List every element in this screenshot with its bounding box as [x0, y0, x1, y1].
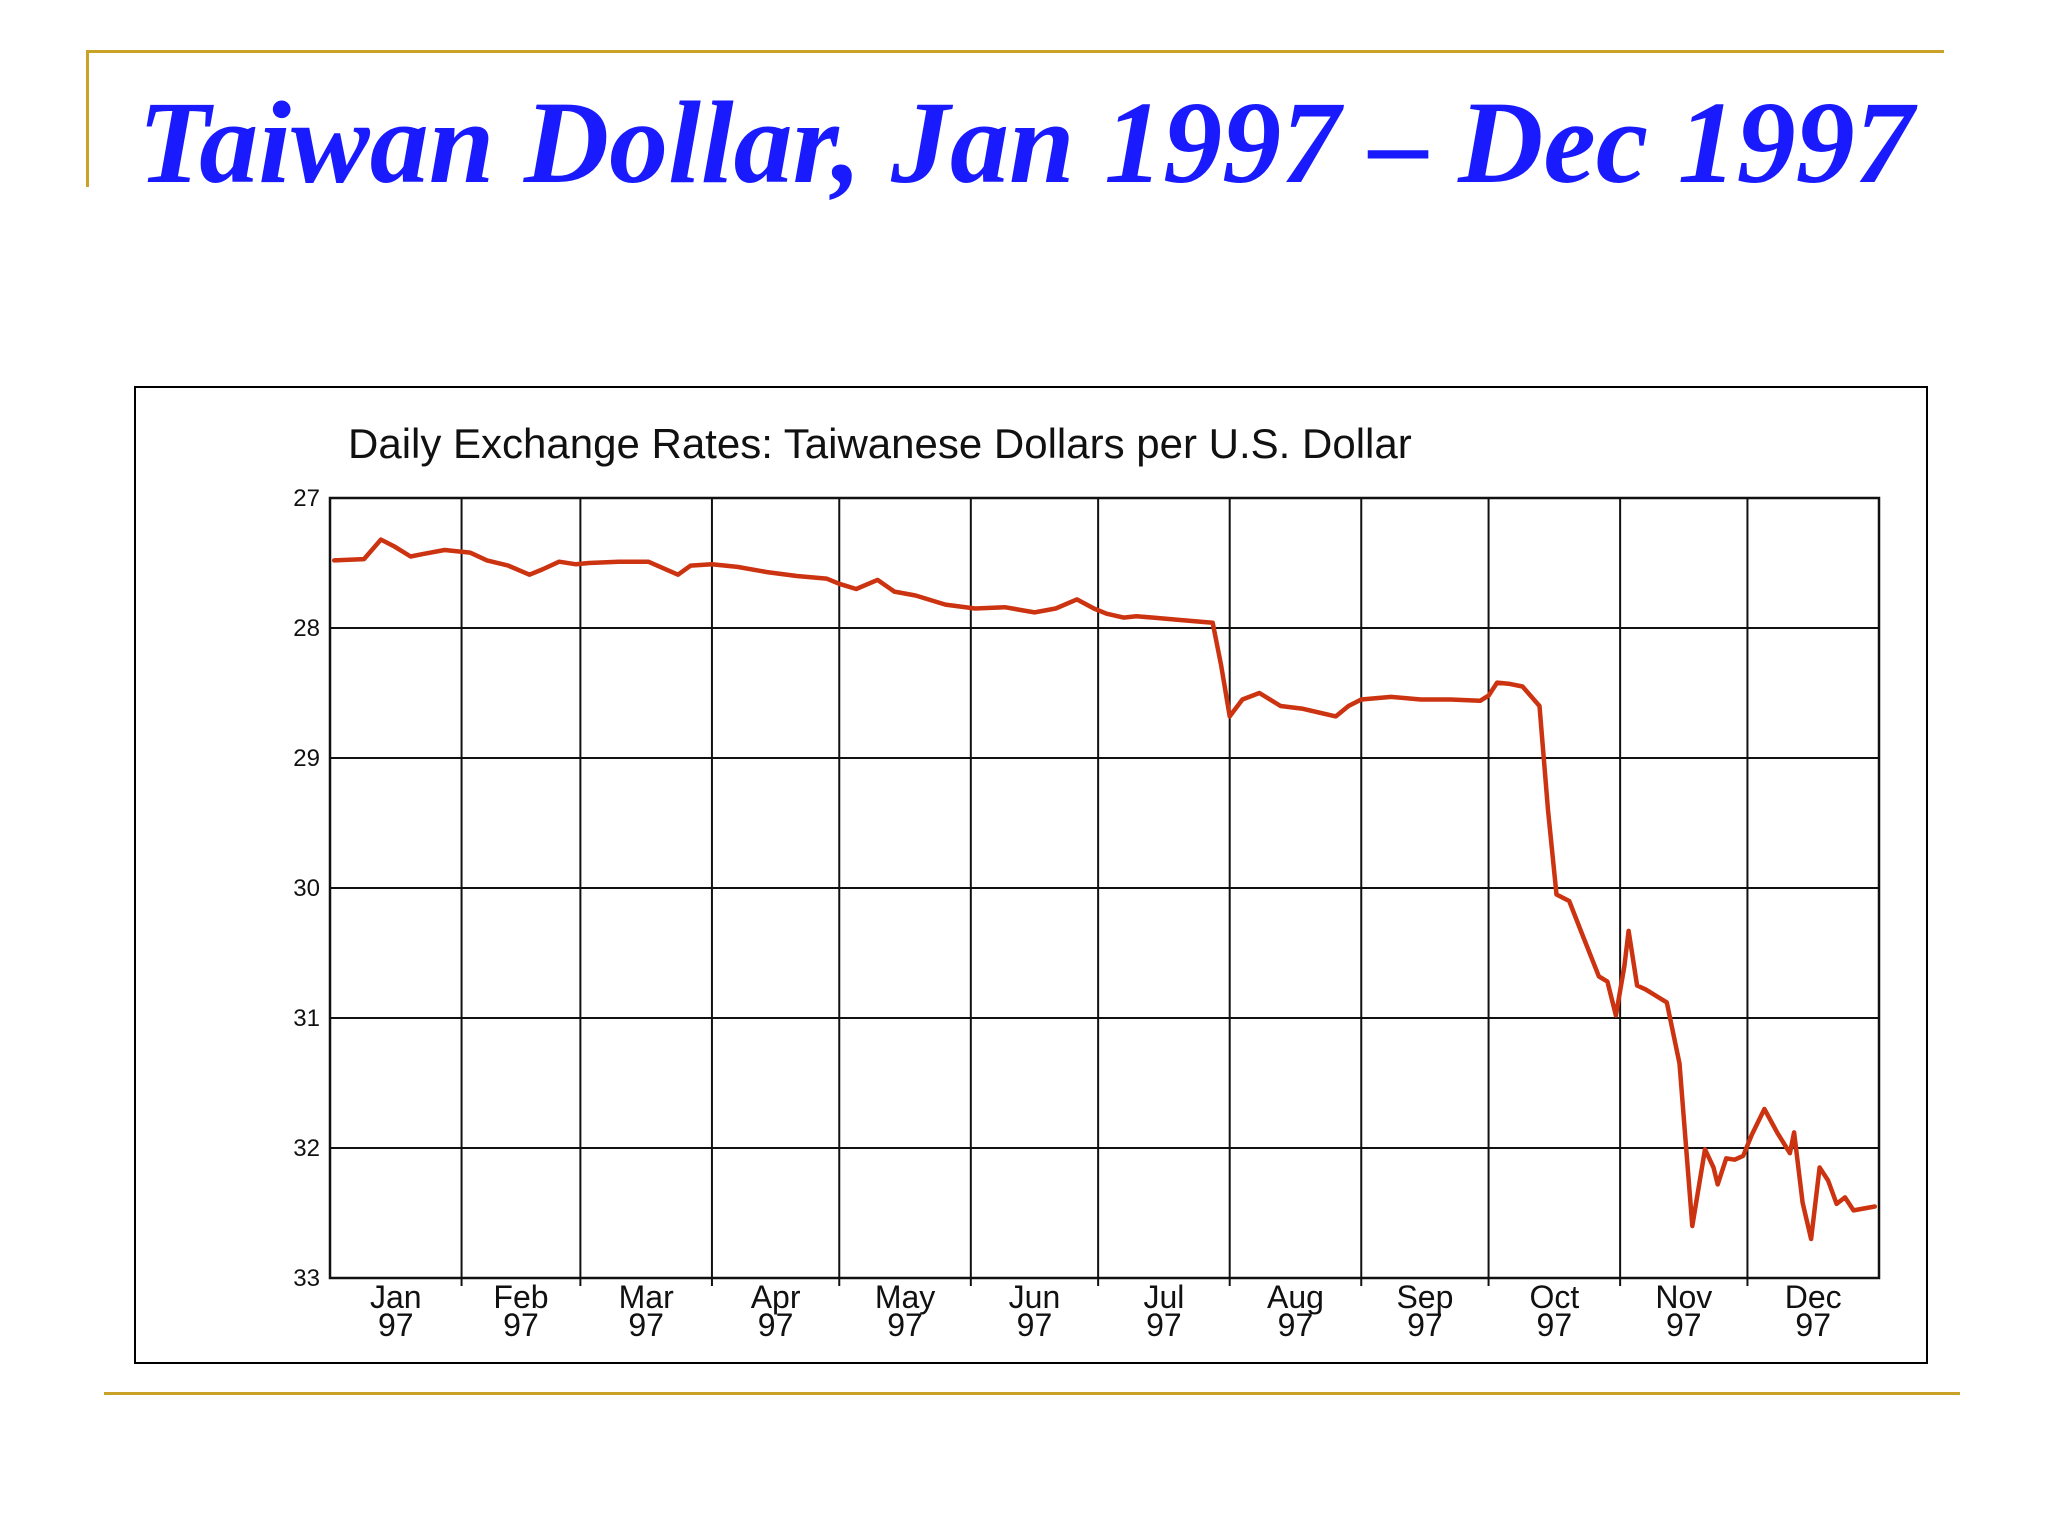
x-tick-label-year: 97: [1537, 1307, 1573, 1343]
x-tick-label-month: Dec: [1785, 1279, 1842, 1315]
exchange-rate-chart: Daily Exchange Rates: Taiwanese Dollars …: [293, 420, 1881, 1343]
x-tick-label-month: Feb: [493, 1279, 548, 1315]
x-tick-label-year: 97: [1407, 1307, 1443, 1343]
left-rule: [86, 50, 89, 187]
y-tick-label: 31: [293, 1005, 320, 1032]
axis-labels: 27282930313233Jan97Feb97Mar97Apr97May97J…: [293, 485, 1841, 1343]
x-tick-label-year: 97: [887, 1307, 923, 1343]
y-tick-label: 29: [293, 745, 320, 772]
x-tick-label-month: Jan: [370, 1279, 422, 1315]
x-tick-label-year: 97: [628, 1307, 664, 1343]
x-tick-label-month: May: [875, 1279, 935, 1315]
x-tick-label-year: 97: [1146, 1307, 1182, 1343]
x-tick-label-year: 97: [1666, 1307, 1702, 1343]
x-tick-label-year: 97: [1017, 1307, 1053, 1343]
chart-title: Daily Exchange Rates: Taiwanese Dollars …: [348, 420, 1412, 467]
plot-border: [328, 496, 1881, 1280]
grid-layer: [330, 498, 1879, 1286]
y-tick-label: 27: [293, 485, 320, 512]
x-tick-label-month: Mar: [619, 1279, 674, 1315]
x-tick-label-month: Aug: [1267, 1279, 1324, 1315]
x-tick-label-year: 97: [1795, 1307, 1831, 1343]
y-tick-label: 30: [293, 875, 320, 902]
x-tick-label-month: Oct: [1529, 1279, 1579, 1315]
top-rule: [86, 50, 1944, 53]
x-tick-label-year: 97: [503, 1307, 539, 1343]
slide-title: Taiwan Dollar, Jan 1997 – Dec 1997: [138, 77, 1914, 208]
series-line-twd-per-usd: [331, 537, 1878, 1242]
chart-frame: Daily Exchange Rates: Taiwanese Dollars …: [134, 386, 1928, 1364]
x-tick-label-year: 97: [758, 1307, 794, 1343]
bottom-rule: [104, 1392, 1960, 1395]
y-tick-label: 28: [293, 615, 320, 642]
y-tick-label: 33: [293, 1265, 320, 1292]
y-tick-label: 32: [293, 1135, 320, 1162]
x-tick-label-year: 97: [1278, 1307, 1314, 1343]
x-tick-label-month: Sep: [1396, 1279, 1453, 1315]
x-tick-label-year: 97: [378, 1307, 414, 1343]
x-tick-label-month: Nov: [1655, 1279, 1712, 1315]
x-tick-label-month: Apr: [751, 1279, 801, 1315]
x-tick-label-month: Jun: [1009, 1279, 1061, 1315]
x-tick-label-month: Jul: [1143, 1279, 1184, 1315]
